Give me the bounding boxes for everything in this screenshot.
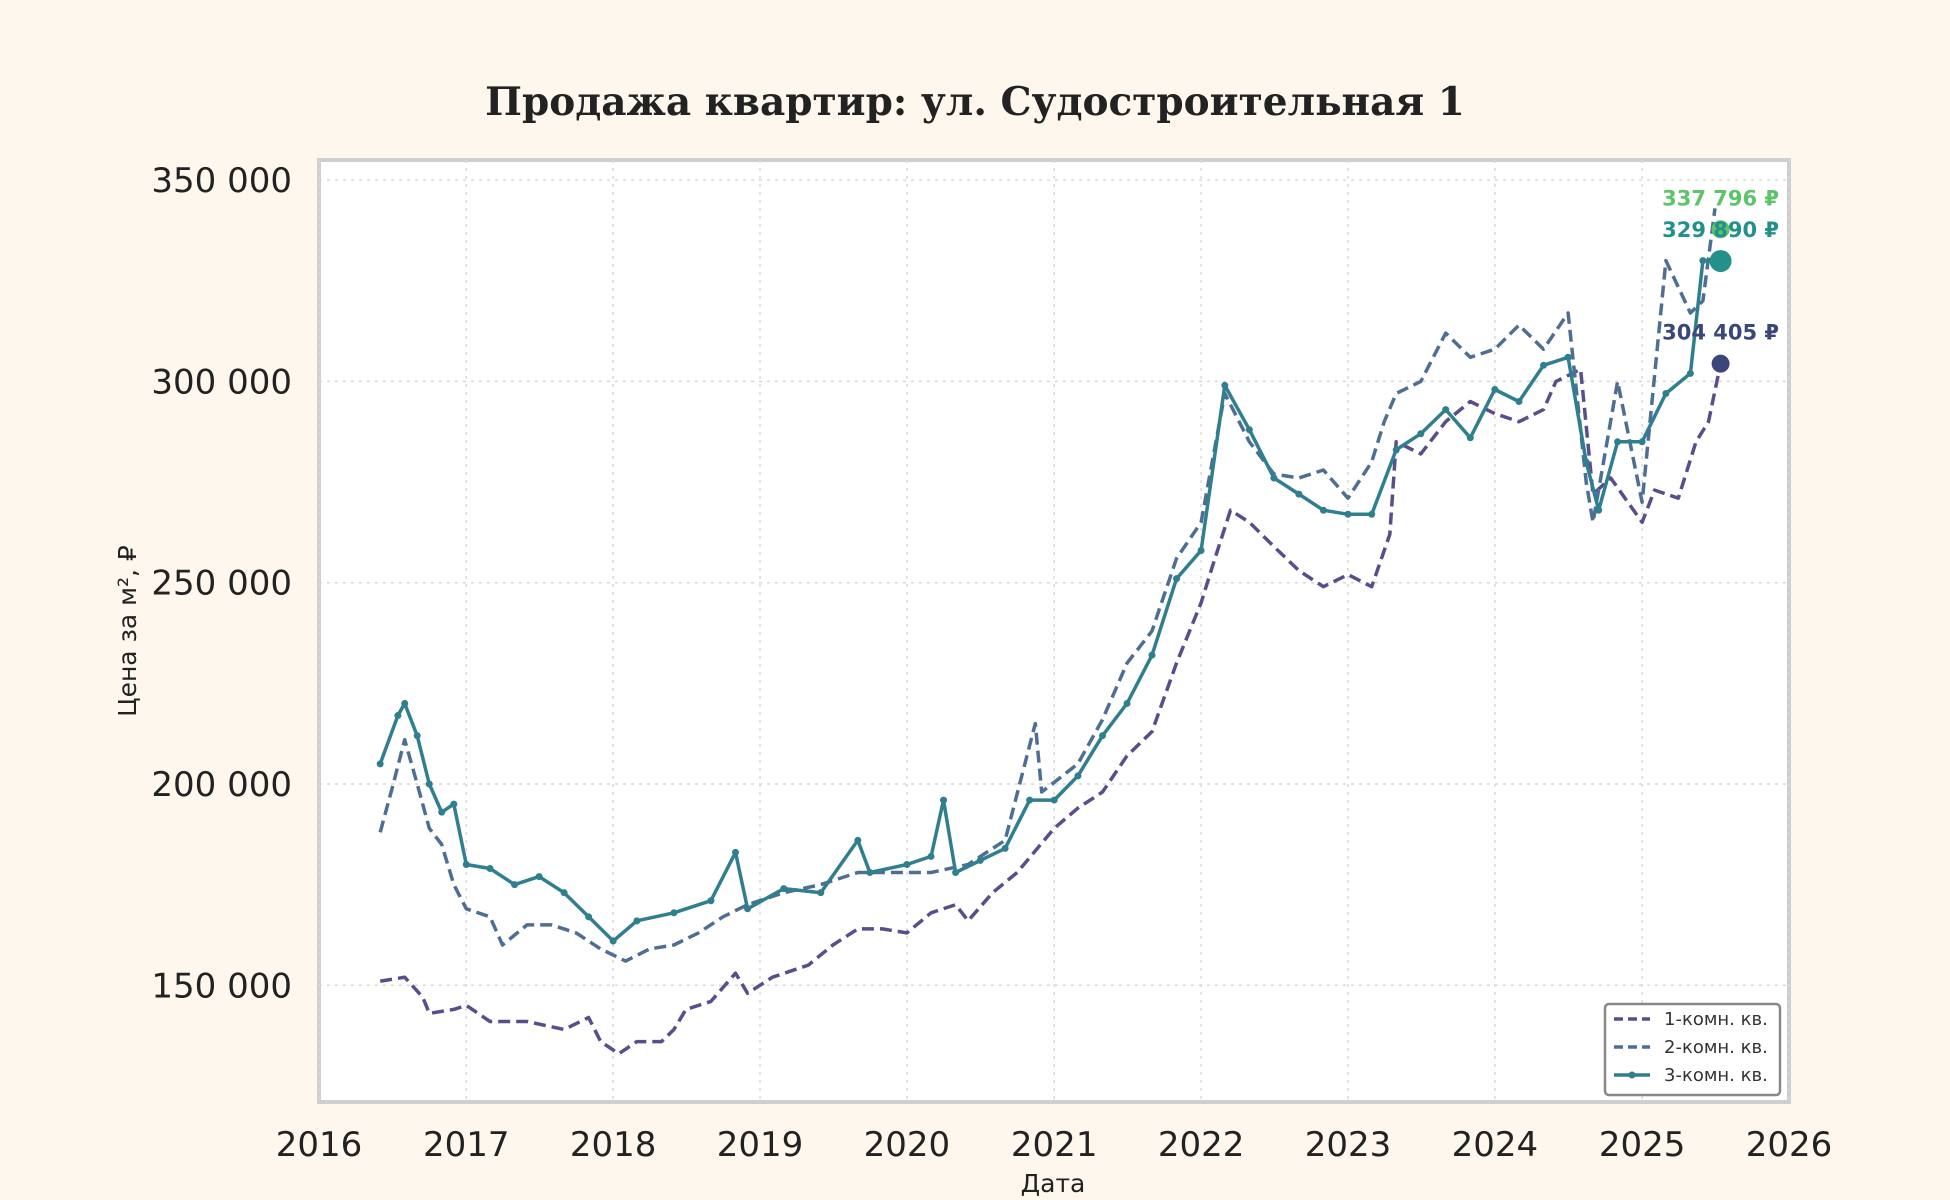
legend-swatch-marker (1628, 1071, 1636, 1079)
y-tick-label: 350 000 (151, 161, 292, 201)
series-point-3 (731, 848, 739, 856)
series-line-3 (378, 258, 1721, 943)
series-point-3 (866, 869, 874, 877)
x-tick-label: 2021 (1011, 1125, 1098, 1165)
series-point-3 (1197, 546, 1205, 554)
series-point-3 (1595, 506, 1603, 514)
series-point-3 (535, 873, 543, 881)
series-point-3 (854, 836, 862, 844)
series-point-3 (1245, 426, 1253, 434)
series-point-3 (1392, 446, 1400, 454)
x-tick-label: 2026 (1746, 1125, 1833, 1165)
x-tick-label: 2019 (717, 1125, 804, 1165)
x-tick-label: 2024 (1452, 1125, 1539, 1165)
series-point-3 (1270, 474, 1278, 482)
series-layer (376, 208, 1725, 1056)
series-point-3 (511, 881, 519, 889)
series-point-3 (1515, 398, 1523, 406)
series-point-3 (1564, 353, 1572, 361)
series-point-3 (780, 885, 788, 893)
series-point-3 (1466, 434, 1474, 442)
series-point-3 (1417, 430, 1425, 438)
series-point-3 (1442, 406, 1450, 414)
series-point-3 (1050, 796, 1058, 804)
series-point-3 (560, 889, 568, 897)
annotation-label: 304 405 ₽ (1662, 321, 1779, 345)
annotation-label: 337 796 ₽ (1662, 186, 1779, 210)
series-point-3 (462, 860, 470, 868)
series-point-3 (1001, 844, 1009, 852)
series-point-3 (1074, 772, 1082, 780)
series-point-3 (903, 860, 911, 868)
series-point-3 (413, 732, 421, 740)
annotation-marker (1709, 250, 1732, 273)
x-tick-label: 2023 (1305, 1125, 1392, 1165)
series-point-3 (1638, 438, 1646, 446)
series-point-3 (1221, 381, 1229, 389)
series-point-3 (438, 808, 446, 816)
series-point-3 (670, 909, 678, 917)
y-tick-label: 150 000 (151, 966, 292, 1006)
series-point-3 (744, 905, 752, 913)
annotation-marker (1711, 354, 1730, 373)
legend-label: 2-комн. кв. (1664, 1037, 1768, 1058)
series-point-3 (1686, 369, 1694, 377)
series-point-3 (1699, 257, 1707, 265)
x-tick-label: 2017 (423, 1125, 510, 1165)
legend: 1-комн. кв. 2-комн. кв. 3-комн. кв. (1603, 1002, 1782, 1097)
series-point-3 (585, 913, 593, 921)
series-point-3 (976, 856, 984, 864)
series-point-3 (952, 869, 960, 877)
x-tick-label: 2018 (570, 1125, 657, 1165)
annotation-marker (1711, 220, 1730, 239)
series-point-3 (486, 865, 494, 873)
series-point-3 (1295, 490, 1303, 498)
series-point-3 (940, 796, 948, 804)
x-tick-label: 2022 (1158, 1125, 1245, 1165)
y-tick-label: 250 000 (151, 564, 292, 604)
series-point-3 (1123, 699, 1131, 707)
series-point-3 (1540, 361, 1548, 369)
series-point-3 (1098, 732, 1106, 740)
legend-label: 3-комн. кв. (1664, 1065, 1768, 1086)
y-tick-label: 200 000 (151, 765, 292, 805)
y-tick-label: 300 000 (151, 362, 292, 402)
legend-label: 1-комн. кв. (1664, 1009, 1768, 1030)
series-point-3 (1026, 796, 1034, 804)
series-point-3 (633, 917, 641, 925)
series-point-3 (1148, 651, 1156, 659)
series-point-3 (401, 699, 409, 707)
series-point-3 (394, 712, 402, 720)
series-point-3 (817, 889, 825, 897)
series-point-3 (1344, 510, 1352, 518)
x-tick-label: 2020 (864, 1125, 951, 1165)
series-point-3 (1319, 506, 1327, 514)
annotations: 337 796 ₽ 329 890 ₽ 304 405 ₽ (1662, 186, 1779, 373)
annotation-label: 329 890 ₽ (1662, 218, 1779, 242)
series-point-3 (927, 852, 935, 860)
series-point-3 (1614, 438, 1622, 446)
series-point-3 (1582, 458, 1590, 466)
series-point-3 (376, 760, 384, 768)
series-point-3 (1173, 575, 1181, 583)
x-axis-label: Дата (1021, 1169, 1086, 1198)
series-point-3 (1491, 385, 1499, 393)
series-point-3 (707, 897, 715, 905)
series-line-1 (379, 363, 1723, 1056)
x-tick-label: 2025 (1599, 1125, 1686, 1165)
tick-labels: 2016 2017 2018 2019 2020 2021 2022 2023 2024 2025… (151, 161, 1832, 1165)
series-line-2 (378, 208, 1717, 963)
grid (318, 160, 1790, 1102)
series-point-3 (1662, 389, 1670, 397)
chart-title: Продажа квартир: ул. Судостроительная 1 (485, 79, 1465, 125)
series-point-3 (1368, 510, 1376, 518)
series-point-3 (425, 780, 433, 788)
y-axis-label: Цена за м², ₽ (113, 545, 142, 717)
series-point-3 (609, 937, 617, 945)
x-tick-label: 2016 (276, 1125, 363, 1165)
series-point-3 (450, 800, 458, 808)
legend-box (1603, 1002, 1782, 1097)
